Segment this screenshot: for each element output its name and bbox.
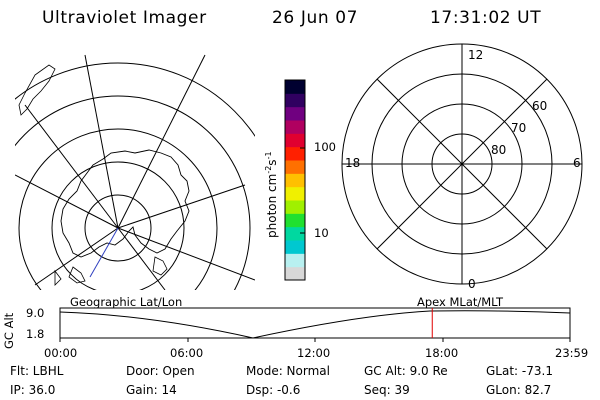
lon-line [117,227,255,281]
antarctica-coastline [60,149,190,258]
footprint-track [89,227,119,278]
lon-line [117,227,166,290]
colorbar-segment [285,80,305,94]
lon-line [117,184,246,229]
mlat-label-60: 60 [532,99,547,113]
polar-panel-label: Apex MLat/MLT [417,295,504,309]
colorbar-label-10: 10 [314,226,329,240]
mlt-label-6: 6 [573,156,581,170]
x-tick-2359: 23:59 [555,346,589,360]
altitude-curve [59,310,571,339]
lon-line [34,227,119,286]
coast-south-america [18,64,56,116]
info-seq: Seq: 39 [364,383,410,397]
lat-circle [15,95,251,290]
lat-circle [84,194,152,262]
colorbar-segment [285,106,305,121]
colorbar-segment [285,226,305,241]
instrument-title: Ultraviolet Imager [42,8,207,28]
lat-circle [51,161,185,290]
x-tick-1200: 12:00 [297,346,331,360]
lon-line [117,54,206,229]
y-tick-top: 9.0 [26,306,45,320]
info-glat: GLat: -73.1 [486,364,553,378]
colorbar-segment [285,253,305,268]
mlt-diagonal [376,78,548,250]
colorbar-label-100: 100 [314,140,336,154]
polar-mlat-mlt-plot: 12 18 6 0 60 70 80 [341,43,583,291]
colorbar-segment [285,173,305,188]
colorbar-segment [285,213,305,228]
colorbar-segment [285,160,305,174]
info-dsp: Dsp: -0.6 [246,383,301,397]
lon-line [84,54,119,229]
time-label: 17:31:02 UT [430,8,542,28]
colorbar-segment [285,186,305,201]
info-glon: GLon: 82.7 [486,383,552,397]
x-tick-0600: 06:00 [170,346,204,360]
lat-circle [15,62,255,138]
info-gain: Gain: 14 [126,383,177,397]
colorbar-unit-label: photon cm-2s-1 [264,151,279,238]
gc-altitude-timeline [59,307,571,342]
mlat-label-80: 80 [491,143,506,157]
info-mode: Mode: Normal [246,364,330,378]
lon-line [24,104,119,229]
info-door: Door: Open [126,364,195,378]
lat-circle [18,128,218,290]
colorbar-segment [285,200,305,214]
mlt-label-0: 0 [468,277,476,291]
colorbar-segment [285,93,305,108]
y-tick-bottom: 1.8 [26,327,45,341]
x-tick-0000: 00:00 [44,346,78,360]
info-ip: IP: 36.0 [10,383,56,397]
mlt-label-12: 12 [468,48,483,62]
mlt-label-18: 18 [345,156,360,170]
colorbar-segment [285,133,305,148]
colorbar-segment [285,240,305,254]
mlat-label-70: 70 [511,121,526,135]
y-axis-label: GC Alt [2,312,16,349]
info-gc-alt: GC Alt: 9.0 Re [364,364,448,378]
x-tick-1800: 18:00 [425,346,459,360]
colorbar-segment [285,146,305,161]
colorbar [284,79,306,281]
colorbar-segment [285,120,305,134]
lon-line [15,174,119,229]
coast-islands [54,256,168,286]
colorbar-segment [285,266,305,281]
geo-panel-label: Geographic Lat/Lon [70,295,183,309]
geographic-map [15,54,255,290]
date-label: 26 Jun 07 [272,8,359,28]
info-filter: Flt: LBHL [10,364,64,378]
